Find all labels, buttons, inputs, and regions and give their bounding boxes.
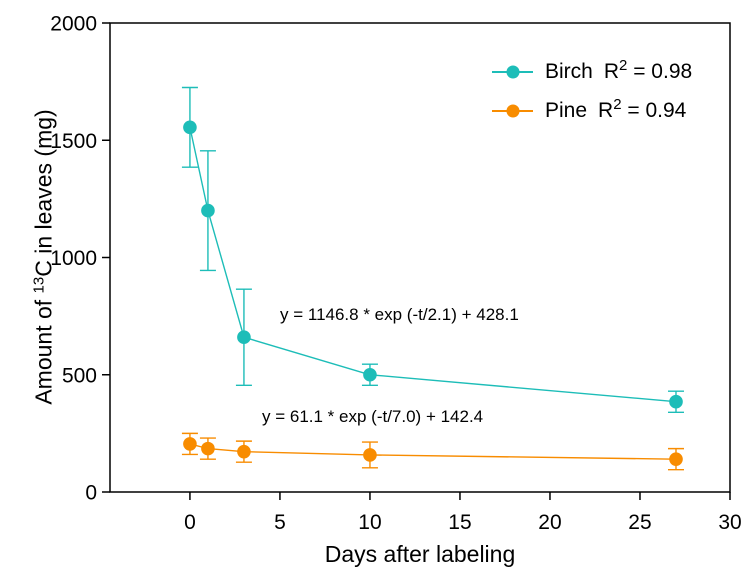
x-tick-label: 30 (718, 511, 741, 534)
y-tick-label: 1500 (50, 130, 97, 153)
x-axis-title: Days after labeling (324, 541, 516, 567)
legend-r-value: = 0.98 (627, 60, 693, 83)
legend-series-name: Birch (545, 60, 593, 83)
legend-r-symbol: R (603, 60, 620, 83)
data-point-birch (201, 203, 215, 218)
legend-r-exponent: 2 (619, 57, 628, 74)
legend-marker-birch (492, 64, 533, 80)
x-tick-label: 15 (448, 511, 471, 534)
y-axis-title-prefix: Amount of (30, 293, 57, 405)
x-tick-label: 10 (358, 511, 381, 534)
legend-item-pine: Pine R2 = 0.94 (492, 95, 692, 127)
legend-r-value: = 0.94 (621, 99, 687, 122)
x-tick-label: 0 (184, 511, 196, 534)
y-axis-title-superscript: 13 (30, 276, 48, 294)
annotation-birch-equation: y = 1146.8 * exp (-t/2.1) + 428.1 (280, 305, 519, 324)
legend-item-birch: Birch R2 = 0.98 (492, 56, 692, 88)
data-point-pine (183, 437, 197, 451)
legend-series-name: Pine (545, 99, 588, 122)
data-point-birch (237, 330, 251, 345)
y-tick-label: 2000 (50, 13, 97, 36)
legend-marker-pine (492, 103, 533, 119)
y-tick-label: 1000 (50, 247, 97, 270)
data-point-pine (363, 448, 377, 462)
data-point-pine (201, 441, 215, 456)
data-point-birch (363, 367, 377, 382)
legend: Birch R2 = 0.98 Pine R2 = 0.94 (492, 56, 692, 134)
data-point-pine (669, 452, 683, 466)
data-point-pine (237, 444, 251, 459)
data-point-birch (183, 120, 197, 135)
data-point-birch (669, 394, 683, 409)
legend-dot-icon (506, 104, 519, 118)
legend-dot-icon (506, 65, 519, 79)
series-line-pine (189, 443, 677, 460)
legend-r-symbol: R (598, 99, 614, 122)
y-axis-title: Amount of 13C in leaves (mg) (31, 109, 58, 404)
series-line-birch (189, 127, 677, 403)
y-tick-label: 500 (62, 364, 97, 387)
y-tick-label: 0 (85, 482, 97, 505)
legend-label-birch: Birch R2 = 0.98 (545, 57, 693, 84)
x-tick-label: 20 (538, 511, 561, 534)
x-tick-label: 5 (274, 511, 286, 534)
x-tick-label: 25 (628, 511, 651, 534)
legend-r-exponent: 2 (613, 96, 622, 113)
legend-label-pine: Pine R2 = 0.94 (545, 96, 687, 123)
y-axis-title-suffix: C in leaves (mg) (30, 109, 57, 277)
annotation-pine-equation: y = 61.1 * exp (-t/7.0) + 142.4 (262, 407, 484, 426)
